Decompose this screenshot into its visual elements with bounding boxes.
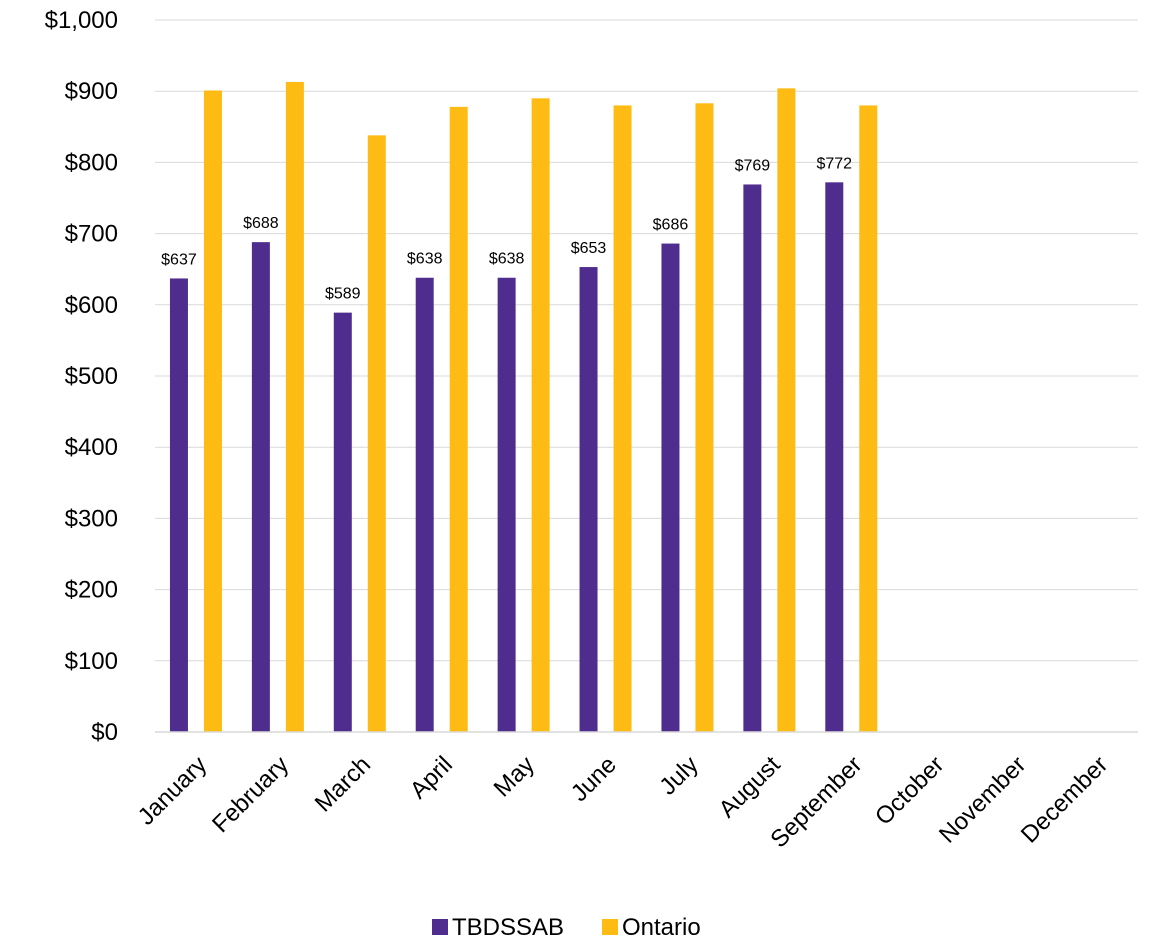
bar-ontario-march [367,135,386,732]
bar-ontario-september [859,105,878,732]
y-axis-tick-labels: $0 $100 $200 $300 $400 $500 $600 $700 $800 $900 $1… [45,7,118,746]
y-tick-label: $1,000 [45,7,118,34]
x-tick-label: October [870,751,949,830]
bar-tbdssab-august [743,184,762,733]
bars [169,81,878,733]
y-tick-label: $700 [65,221,118,248]
legend-label-ontario: Ontario [622,914,701,941]
bar-ontario-january [203,90,222,733]
bar-ontario-april [449,106,468,732]
x-tick-label: August [714,751,786,823]
data-label: $769 [735,157,771,174]
bar-tbdssab-april [415,277,434,732]
bar-tbdssab-june [579,267,598,732]
bar-ontario-august [777,88,796,733]
legend-swatch-ontario [602,919,618,935]
y-tick-label: $600 [65,292,118,319]
x-tick-label: March [310,751,376,817]
data-label: $638 [489,251,525,268]
bar-tbdssab-march [333,312,352,732]
data-label: $589 [325,286,361,303]
legend: TBDSSAB Ontario [432,914,701,941]
y-tick-label: $0 [91,719,118,746]
bar-ontario-may [531,98,550,732]
x-tick-label: December [1016,751,1113,848]
data-label: $653 [571,240,607,257]
bar-ontario-june [613,105,632,732]
x-tick-label: July [654,751,703,800]
x-tick-label: November [934,751,1031,848]
x-tick-label: February [207,751,294,838]
bar-tbdssab-may [497,277,516,732]
legend-label-tbdssab: TBDSSAB [452,914,564,941]
bar-tbdssab-january [169,278,188,732]
x-tick-label: May [489,751,540,802]
data-label: $688 [243,215,279,232]
y-tick-label: $800 [65,149,118,176]
data-label: $686 [653,217,689,234]
y-tick-label: $900 [65,78,118,105]
bar-tbdssab-february [251,242,270,733]
x-tick-label: April [405,751,458,804]
data-label: $637 [161,251,197,268]
bar-ontario-july [695,103,714,732]
y-tick-label: $400 [65,434,118,461]
gridlines [155,19,1138,662]
data-labels: $637 $688 $589 $638 $638 $653 $686 $769 $772 [161,155,852,302]
y-tick-label: $300 [65,505,118,532]
data-label: $772 [816,155,852,172]
data-label: $638 [407,251,443,268]
bar-tbdssab-july [661,243,680,732]
bar-ontario-february [285,81,304,733]
y-tick-label: $100 [65,648,118,675]
x-tick-label: June [566,751,622,807]
y-tick-label: $500 [65,363,118,390]
legend-swatch-tbdssab [432,919,448,935]
y-tick-label: $200 [65,577,118,604]
x-tick-label: January [133,751,212,830]
bar-tbdssab-september [825,182,844,732]
